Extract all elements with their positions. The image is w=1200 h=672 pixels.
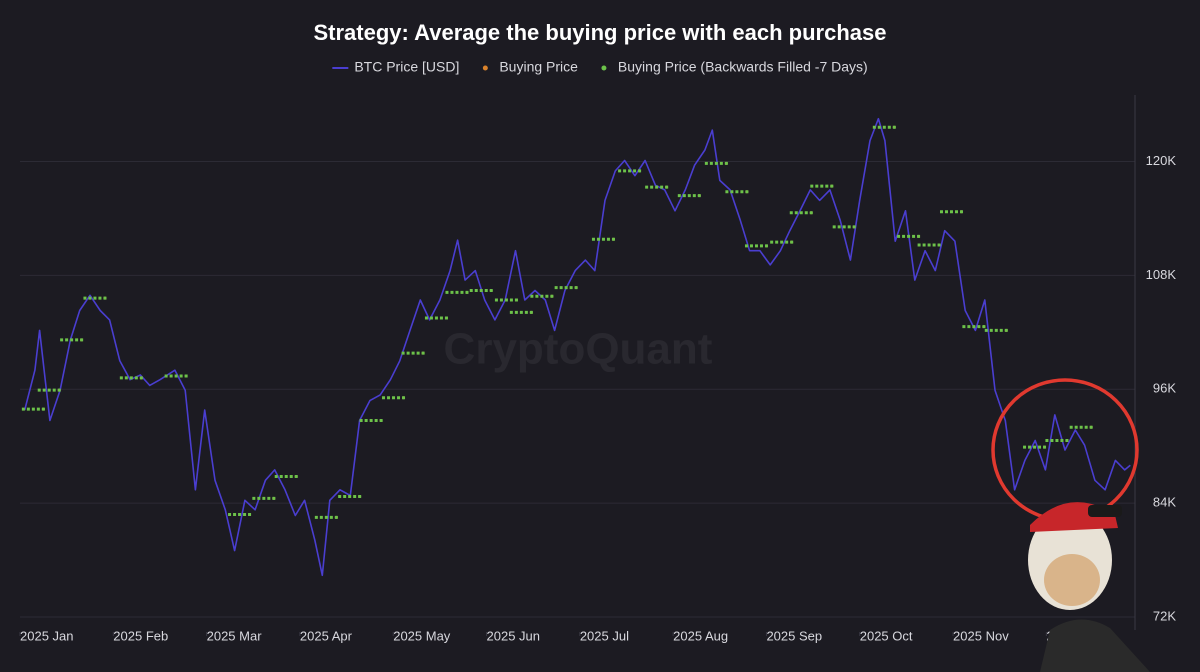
x-tick-label: 2025 Sep (766, 628, 822, 643)
legend-label: BTC Price [USD] (354, 59, 459, 75)
avatar (1028, 502, 1150, 672)
legend-label: Buying Price (499, 59, 578, 75)
x-tick-label: 2025 Jun (487, 628, 541, 643)
x-tick-label: 2025 Feb (113, 628, 168, 643)
x-tick-label: 2025 Jul (580, 628, 629, 643)
legend-label: Buying Price (Backwards Filled -7 Days) (618, 59, 868, 75)
y-tick-label: 96K (1153, 381, 1176, 396)
x-tick-label: 2025 Jan (20, 628, 74, 643)
legend: BTC Price [USD] Buying Price Buying Price … (332, 59, 868, 75)
price-line (23, 117, 1131, 577)
x-tick-label: 2025 Oct (860, 628, 913, 643)
legend-swatch (601, 65, 607, 71)
x-tick-label: 2025 Aug (673, 628, 728, 643)
legend-item: BTC Price [USD] (332, 59, 459, 75)
watermark: CryptoQuant (444, 325, 713, 374)
x-tick-label: 2025 Mar (207, 628, 263, 643)
legend-item: Buying Price (Backwards Filled -7 Days) (601, 59, 868, 75)
chart-title: Strategy: Average the buying price with … (314, 20, 887, 45)
plot-area (21, 117, 1131, 577)
y-tick-label: 108K (1146, 267, 1177, 282)
legend-item: Buying Price (482, 59, 578, 75)
x-tick-label: 2025 Apr (300, 628, 353, 643)
y-tick-label: 72K (1153, 608, 1176, 623)
y-tick-label: 84K (1153, 495, 1176, 510)
y-tick-label: 120K (1146, 153, 1177, 168)
legend-swatch (482, 65, 488, 71)
x-tick-label: 2025 Nov (953, 628, 1009, 643)
x-tick-label: 2025 May (393, 628, 451, 643)
